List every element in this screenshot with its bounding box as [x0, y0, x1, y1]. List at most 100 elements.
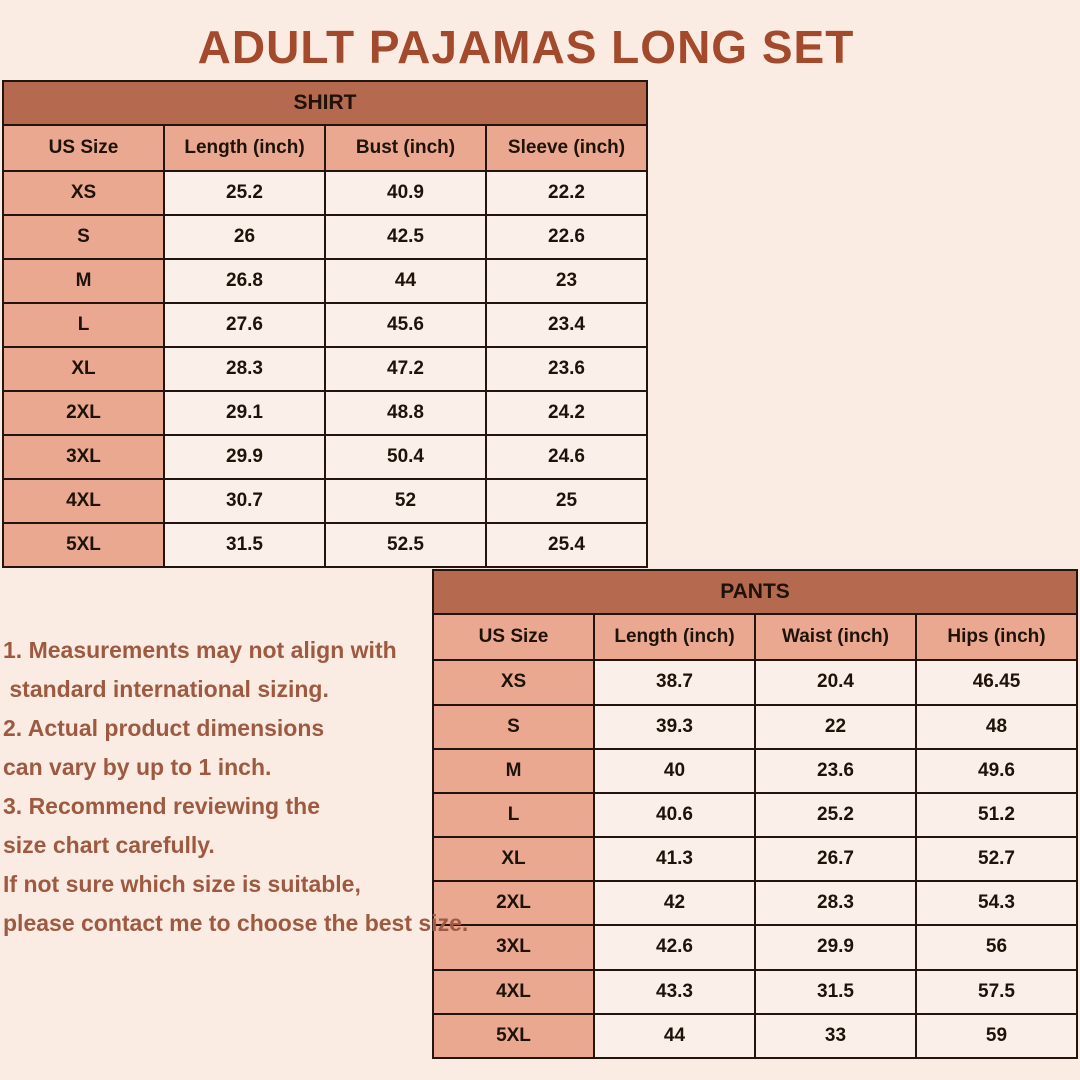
table-row: 4XL 30.7 52 25 — [2, 478, 648, 524]
table-cell: 56 — [915, 924, 1078, 971]
table-cell: 48.8 — [324, 390, 487, 436]
row-size-label: 4XL — [2, 478, 165, 524]
table-cell: 28.3 — [754, 880, 917, 927]
table-row: 5XL 44 33 59 — [432, 1012, 1078, 1060]
note-line: 3. Recommend reviewing the — [3, 793, 320, 819]
shirt-size-table: SHIRT US Size Length (inch) Bust (inch) … — [2, 80, 648, 568]
table-cell: 57.5 — [915, 968, 1078, 1015]
table-row: XL 28.3 47.2 23.6 — [2, 346, 648, 392]
row-size-label: L — [2, 302, 165, 348]
table-cell: 27.6 — [163, 302, 326, 348]
table-cell: 38.7 — [593, 659, 756, 706]
table-cell: 31.5 — [754, 968, 917, 1015]
column-header: US Size — [2, 124, 165, 172]
table-cell: 52 — [324, 478, 487, 524]
table-cell: 22.6 — [485, 214, 648, 260]
note-line: If not sure which size is suitable, — [3, 871, 361, 897]
row-size-label: 4XL — [432, 968, 595, 1015]
table-row: M 40 23.6 49.6 — [432, 747, 1078, 794]
table-row: 3XL 29.9 50.4 24.6 — [2, 434, 648, 480]
table-cell: 42.6 — [593, 924, 756, 971]
table-cell: 23.6 — [754, 747, 917, 794]
row-size-label: 3XL — [2, 434, 165, 480]
table-cell: 22.2 — [485, 170, 648, 216]
table-cell: 28.3 — [163, 346, 326, 392]
table-cell: 23 — [485, 258, 648, 304]
table-cell: 29.9 — [163, 434, 326, 480]
table-cell: 40.6 — [593, 791, 756, 839]
note-line: size chart carefully. — [3, 832, 215, 858]
table-cell: 40.9 — [324, 170, 487, 216]
table-row: XL 41.3 26.7 52.7 — [432, 836, 1078, 883]
table-cell: 25.2 — [163, 170, 326, 216]
table-cell: 50.4 — [324, 434, 487, 480]
table-cell: 45.6 — [324, 302, 487, 348]
column-header-row: US Size Length (inch) Waist (inch) Hips … — [432, 613, 1078, 662]
table-cell: 51.2 — [915, 791, 1078, 839]
row-size-label: XL — [432, 836, 595, 883]
table-cell: 52.5 — [324, 522, 487, 568]
note-line: can vary by up to 1 inch. — [3, 754, 272, 780]
table-row: S 39.3 22 48 — [432, 703, 1078, 750]
table-cell: 24.2 — [485, 390, 648, 436]
table-cell: 23.6 — [485, 346, 648, 392]
table-cell: 46.45 — [915, 659, 1078, 706]
table-row: XS 25.2 40.9 22.2 — [2, 170, 648, 216]
row-size-label: L — [432, 791, 595, 839]
table-cell: 48 — [915, 703, 1078, 750]
table-cell: 52.7 — [915, 836, 1078, 883]
table-row: 5XL 31.5 52.5 25.4 — [2, 522, 648, 568]
table-row: M 26.8 44 23 — [2, 258, 648, 304]
row-size-label: S — [432, 703, 595, 750]
note-line: standard international sizing. — [3, 676, 329, 702]
table-cell: 24.6 — [485, 434, 648, 480]
table-cell: 44 — [593, 1012, 756, 1060]
table-row: 4XL 43.3 31.5 57.5 — [432, 968, 1078, 1015]
row-size-label: XL — [2, 346, 165, 392]
column-header: Bust (inch) — [324, 124, 487, 172]
table-cell: 26.7 — [754, 836, 917, 883]
row-size-label: 3XL — [432, 924, 595, 971]
table-cell: 39.3 — [593, 703, 756, 750]
row-size-label: M — [432, 747, 595, 794]
table-row: 3XL 42.6 29.9 56 — [432, 924, 1078, 971]
row-size-label: 2XL — [2, 390, 165, 436]
table-cell: 41.3 — [593, 836, 756, 883]
pants-size-table: PANTS US Size Length (inch) Waist (inch)… — [432, 568, 1078, 1060]
column-header: Length (inch) — [163, 124, 326, 172]
column-header: Length (inch) — [593, 613, 756, 662]
column-header-row: US Size Length (inch) Bust (inch) Sleeve… — [2, 124, 648, 172]
table-cell: 42 — [593, 880, 756, 927]
table-title-row: PANTS — [432, 568, 1078, 616]
table-cell: 31.5 — [163, 522, 326, 568]
table-cell: 26.8 — [163, 258, 326, 304]
table-cell: 47.2 — [324, 346, 487, 392]
table-cell: 44 — [324, 258, 487, 304]
row-size-label: XS — [432, 659, 595, 706]
table-row: S 26 42.5 22.6 — [2, 214, 648, 260]
table-row: XS 38.7 20.4 46.45 — [432, 659, 1078, 706]
table-cell: 29.1 — [163, 390, 326, 436]
row-size-label: 5XL — [432, 1012, 595, 1060]
table-row: 2XL 42 28.3 54.3 — [432, 880, 1078, 927]
table-cell: 40 — [593, 747, 756, 794]
table-cell: 30.7 — [163, 478, 326, 524]
table-cell: 25 — [485, 478, 648, 524]
table-cell: 33 — [754, 1012, 917, 1060]
row-size-label: XS — [2, 170, 165, 216]
row-size-label: 5XL — [2, 522, 165, 568]
table-row: L 40.6 25.2 51.2 — [432, 791, 1078, 839]
table-cell: 59 — [915, 1012, 1078, 1060]
table-cell: 29.9 — [754, 924, 917, 971]
table-cell: 26 — [163, 214, 326, 260]
column-header: Hips (inch) — [915, 613, 1078, 662]
page-title: ADULT PAJAMAS LONG SET — [197, 21, 855, 73]
note-line: 2. Actual product dimensions — [3, 715, 325, 741]
table-title: SHIRT — [2, 80, 648, 126]
table-cell: 25.4 — [485, 522, 648, 568]
table-cell: 23.4 — [485, 302, 648, 348]
table-row: L 27.6 45.6 23.4 — [2, 302, 648, 348]
column-header: US Size — [432, 613, 595, 662]
row-size-label: M — [2, 258, 165, 304]
